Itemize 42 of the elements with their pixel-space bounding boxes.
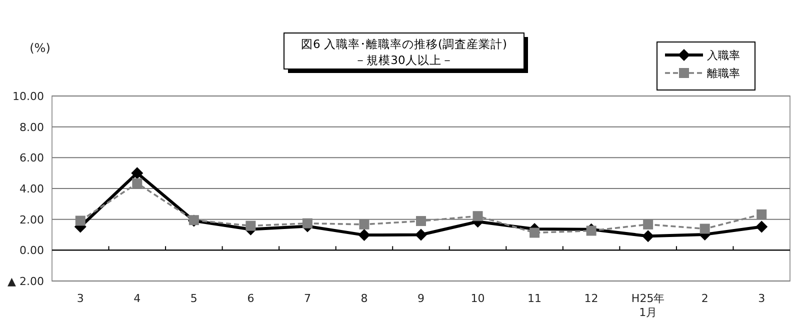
- y-tick-label: 4.00: [20, 182, 44, 196]
- y-axis-title: (%): [30, 41, 50, 55]
- x-tick-label: 4: [134, 292, 141, 305]
- point: [131, 167, 144, 180]
- point: [586, 226, 596, 236]
- x-tick-label: 9: [418, 292, 424, 305]
- legend-label: 入職率: [707, 49, 740, 62]
- x-tick-label: 12: [584, 292, 598, 305]
- x-tick-label: 10: [470, 292, 485, 305]
- y-tick-label: ▲ 2.00: [8, 275, 44, 288]
- point: [756, 220, 768, 233]
- point: [358, 229, 370, 242]
- x-tick-label: 3: [758, 292, 766, 305]
- point: [643, 219, 654, 230]
- y-tick-label: 6.00: [20, 152, 44, 165]
- x-tick-label: 5: [190, 292, 198, 305]
- x-tick-label: 11: [528, 292, 542, 305]
- x-tick-label: 3: [76, 292, 84, 305]
- y-tick-label: 2.00: [20, 213, 44, 226]
- point: [132, 178, 142, 188]
- point: [359, 219, 370, 230]
- point: [75, 216, 86, 226]
- point: [700, 224, 710, 234]
- x-tick-label: 6: [247, 292, 254, 305]
- point: [530, 228, 540, 238]
- point: [472, 211, 483, 222]
- x-tick-label: 8: [360, 292, 368, 305]
- point: [416, 216, 426, 226]
- chart-subtitle: －規模30人以上－: [354, 53, 454, 67]
- x-tick-label: H25年 1月: [631, 292, 665, 319]
- x-tick-label: 2: [701, 292, 708, 305]
- legend-label: 離職率: [707, 67, 740, 80]
- point: [756, 209, 767, 220]
- point: [415, 228, 427, 241]
- y-tick-label: 0.00: [20, 244, 44, 258]
- point: [302, 218, 312, 228]
- chart-title: 図6 入職率･離職率の推移(調査産業計): [301, 37, 507, 51]
- y-tick-label: 10.00: [12, 90, 44, 103]
- y-tick-label: 8.00: [20, 120, 44, 134]
- point: [642, 230, 654, 242]
- point: [246, 220, 256, 231]
- x-tick-label: 7: [304, 292, 311, 305]
